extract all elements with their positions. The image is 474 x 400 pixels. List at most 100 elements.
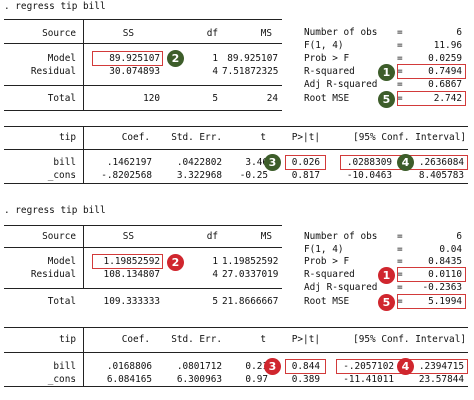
anova-df-residual: 4 (212, 269, 218, 280)
coef-top-rule (4, 327, 468, 328)
anova-header-ms: MS (260, 231, 272, 242)
stat-label-rmse: Root MSE (304, 93, 350, 104)
badge-4: 4 (397, 358, 414, 375)
stat-eq-adjrsq: = (397, 79, 403, 90)
anova-ms-total: 21.8666667 (222, 296, 279, 307)
anova-df-total: 5 (212, 296, 218, 307)
badge-5: 5 (378, 294, 395, 311)
stat-label-probf: Prob > F (304, 53, 350, 64)
stat-value-adjrsq: 0.6867 (428, 79, 462, 90)
stat-value-probf: 0.8435 (428, 256, 462, 267)
stat-eq-probf: = (397, 53, 403, 64)
anova-header-df: df (206, 231, 218, 242)
coef-p-cons: 0.817 (291, 170, 320, 181)
badge-4: 4 (397, 154, 414, 171)
coef-t-cons: 0.97 (245, 374, 268, 385)
anova-source-residual: Residual (30, 66, 76, 77)
stat-label-probf: Prob > F (304, 256, 350, 267)
stat-eq-rsq: = (397, 269, 403, 280)
anova-ss-total: 109.333333 (103, 296, 160, 307)
anova-top-rule (4, 225, 282, 226)
stat-eq-f: = (397, 40, 403, 51)
stat-label-rsq: R-squared (304, 66, 355, 77)
stat-value-rsq: 0.0110 (428, 269, 462, 280)
highlight-box-rootmse (397, 294, 466, 309)
highlight-box-rootmse (397, 91, 466, 106)
highlight-box-rsquared (397, 64, 466, 79)
anova-total-rule (4, 85, 282, 86)
anova-header-source: Source (42, 28, 76, 39)
coef-ci-high-cons: 23.57844 (418, 374, 464, 385)
anova-header-source: Source (42, 231, 76, 242)
coef-ci-high-bill: .2394715 (418, 361, 464, 372)
stat-label-nobs: Number of obs (304, 231, 378, 242)
badge-1: 1 (378, 64, 395, 81)
highlight-box-model-ss (92, 51, 163, 66)
coef-header-ci: [95% Conf. Interval] (353, 334, 466, 345)
anova-ms-model: 89.925107 (227, 53, 278, 64)
stat-label-nobs: Number of obs (304, 27, 378, 38)
stat-label-adjrsq: Adj R-squared (304, 79, 378, 90)
badge-2: 2 (167, 50, 184, 67)
anova-ms-total: 24 (266, 93, 278, 104)
coef-header-se: Std. Err. (171, 334, 222, 345)
highlight-box-model-ss (92, 254, 163, 269)
stat-value-probf: 0.0259 (428, 53, 462, 64)
coef-divider (83, 126, 84, 183)
coef-divider (83, 327, 84, 386)
anova-source-total: Total (47, 296, 76, 307)
command-line: . regress tip bill (4, 205, 106, 216)
anova-header-df: df (206, 28, 218, 39)
anova-ss-model: 1.19852592 (103, 256, 160, 267)
anova-header-rule (4, 247, 282, 248)
highlight-box-pvalue (285, 359, 326, 374)
coef-header-coef: Coef. (121, 334, 150, 345)
highlight-box-rsquared (397, 267, 466, 282)
coef-value-cons: 6.084165 (106, 374, 152, 385)
badge-2: 2 (167, 254, 184, 271)
coef-t-cons: -0.25 (239, 170, 268, 181)
coef-ci-low-cons: -11.41011 (343, 374, 394, 385)
stat-label-rmse: Root MSE (304, 296, 350, 307)
coef-header-dep: tip (59, 334, 76, 345)
stat-value-nobs: 6 (456, 231, 462, 242)
coef-t-bill: 3.46 (245, 157, 268, 168)
stat-value-rsq: 0.7494 (428, 66, 462, 77)
coef-header-dep: tip (59, 132, 76, 143)
coef-ci-low-bill: .0288309 (346, 157, 392, 168)
stat-value-rmse: 5.1994 (428, 296, 462, 307)
coef-value-bill: .0168806 (106, 361, 152, 372)
coef-header-t: t (260, 132, 266, 143)
coef-var-cons: _cons (47, 374, 76, 385)
highlight-box-pvalue (285, 155, 326, 170)
coef-header-rule (4, 352, 468, 353)
anova-ms-model: 1.19852592 (222, 256, 279, 267)
stat-eq-rsq: = (397, 66, 403, 77)
anova-source-residual: Residual (30, 269, 76, 280)
anova-bottom-rule (4, 110, 282, 111)
coef-var-cons: _cons (47, 170, 76, 181)
command-line: . regress tip bill (4, 1, 106, 12)
badge-1: 1 (378, 267, 395, 284)
coef-p-cons: 0.389 (291, 374, 320, 385)
anova-divider (83, 225, 84, 288)
anova-source-model: Model (47, 256, 76, 267)
coef-top-rule (4, 126, 468, 127)
coef-header-p: P>|t| (291, 334, 320, 345)
badge-3: 3 (264, 154, 281, 171)
coef-header-ci: [95% Conf. Interval] (353, 132, 466, 143)
anova-header-ms: MS (260, 28, 272, 39)
stat-eq-nobs: = (397, 231, 403, 242)
anova-ms-residual: 7.51872325 (222, 66, 279, 77)
coef-ci-high-cons: 8.405783 (418, 170, 464, 181)
stat-eq-rmse: = (397, 93, 403, 104)
anova-total-rule (4, 288, 282, 289)
coef-ci-high-bill: .2636084 (418, 157, 464, 168)
coef-t-bill: 0.21 (245, 361, 268, 372)
anova-df-model: 1 (212, 256, 218, 267)
anova-source-total: Total (47, 93, 76, 104)
stat-value-f: 0.04 (439, 244, 462, 255)
anova-source-model: Model (47, 53, 76, 64)
anova-header-rule (4, 43, 282, 44)
stat-value-f: 11.96 (433, 40, 462, 51)
